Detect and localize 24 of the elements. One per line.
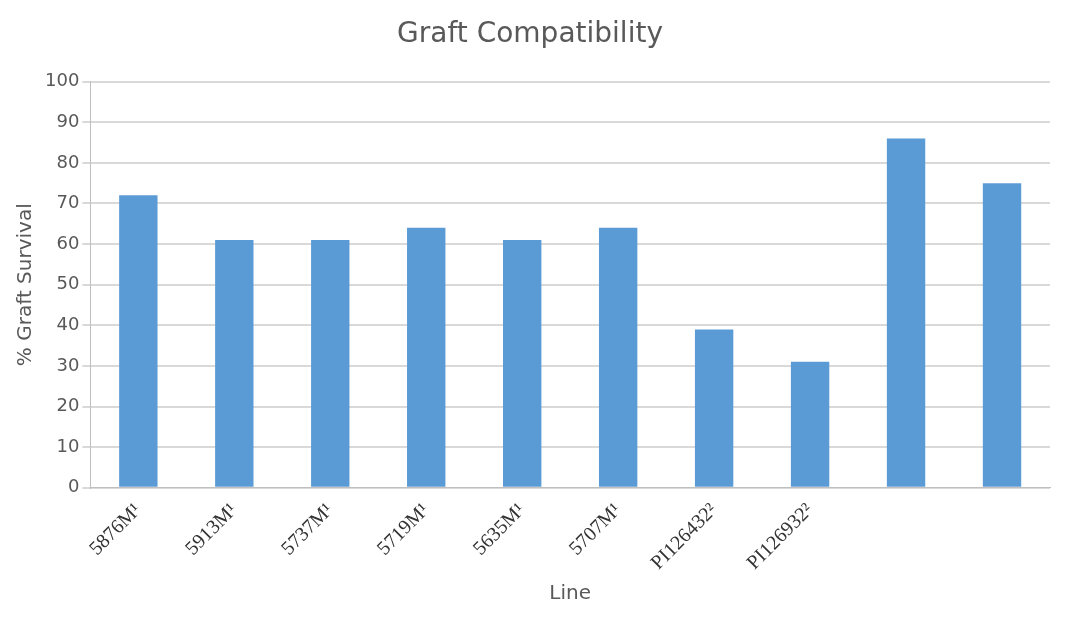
bar: [407, 227, 446, 487]
bar: [694, 329, 734, 487]
chart-title: Graft Compatibility: [397, 16, 663, 50]
y-tick-label: 100: [45, 69, 80, 91]
y-tick-label: 90: [56, 109, 80, 131]
bar: [215, 240, 254, 487]
bar: [311, 240, 350, 487]
bar: [119, 195, 158, 487]
y-tick-label: 0: [67, 475, 80, 497]
y-tick-label: 40: [56, 312, 80, 334]
y-tick-label: 60: [56, 231, 80, 253]
bar: [790, 361, 830, 487]
y-tick-label: 80: [56, 150, 80, 172]
bar: [982, 183, 1022, 487]
y-tick-label: 70: [56, 191, 80, 213]
bar: [598, 227, 638, 487]
y-tick-label: 50: [56, 272, 80, 294]
y-tick-label: 20: [56, 394, 80, 416]
bar: [886, 138, 926, 487]
y-axis-title: % Graft Survival: [12, 203, 37, 367]
bar: [503, 240, 542, 487]
y-tick-label: 10: [56, 434, 80, 456]
x-axis-title: Line: [549, 580, 592, 605]
y-tick-label: 30: [56, 353, 80, 375]
